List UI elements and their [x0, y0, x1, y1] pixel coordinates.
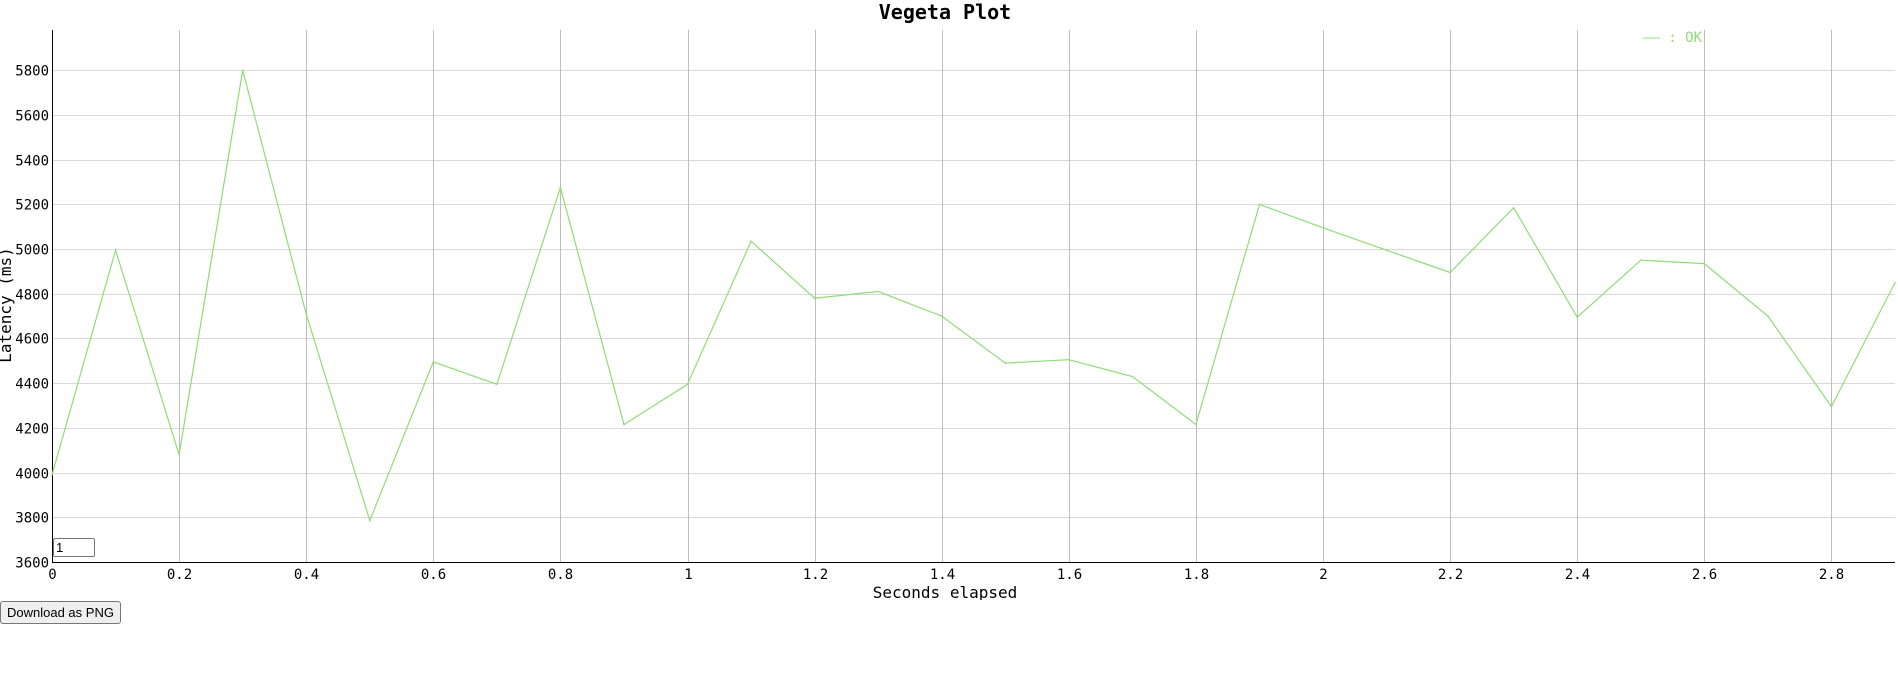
- x-tick-label: 1.6: [1057, 567, 1082, 583]
- data-point: [813, 297, 816, 300]
- download-png-button[interactable]: Download as PNG: [0, 601, 121, 624]
- x-tick-label: 1.2: [803, 567, 828, 583]
- data-point: [51, 474, 53, 476]
- y-axis-label: Latency (ms): [0, 247, 15, 363]
- data-point: [1894, 281, 1896, 284]
- data-point: [623, 423, 625, 426]
- x-tick-label: 0: [48, 567, 56, 583]
- data-point: [114, 249, 117, 251]
- y-tick-label: 5600: [15, 109, 49, 125]
- y-tick-label: 4800: [15, 288, 49, 304]
- data-point: [1640, 259, 1642, 262]
- data-point: [178, 453, 180, 456]
- x-tick-label: 1.8: [1184, 567, 1209, 583]
- data-point: [496, 383, 498, 386]
- data-point: [1703, 262, 1706, 265]
- y-tick-labels: 3600 3800 4000 4200 4400 4600 4800 5000 5200 5400…: [15, 64, 49, 572]
- y-tick-label: 3600: [15, 556, 49, 572]
- y-tick-label: 4000: [15, 467, 49, 483]
- data-point: [241, 69, 244, 71]
- chart-title: Vegeta Plot: [879, 0, 1011, 24]
- x-tick-label: 1: [684, 567, 692, 583]
- data-points: [51, 69, 1896, 522]
- data-point: [1512, 206, 1515, 209]
- data-point: [1385, 249, 1388, 251]
- x-tick-label: 1.4: [930, 567, 955, 583]
- data-point: [1322, 227, 1324, 229]
- data-point: [1195, 423, 1197, 426]
- rolling-window-input[interactable]: [53, 538, 95, 557]
- x-axis-label: Seconds elapsed: [873, 583, 1018, 600]
- x-tick-label: 2.4: [1565, 567, 1590, 583]
- data-point: [559, 186, 562, 189]
- y-tick-label: 5800: [15, 64, 49, 80]
- data-point: [1449, 271, 1451, 274]
- x-tick-label: 0.8: [548, 567, 573, 583]
- x-tick-label: 2.6: [1692, 567, 1717, 583]
- data-point: [1767, 315, 1769, 317]
- y-tick-label: 5000: [15, 243, 49, 259]
- x-tick-label: 0.2: [167, 567, 192, 583]
- data-point: [877, 290, 879, 293]
- data-point: [1004, 362, 1007, 364]
- data-point: [1258, 203, 1261, 206]
- data-point: [1131, 375, 1134, 378]
- data-point: [305, 313, 308, 315]
- data-point: [432, 361, 435, 363]
- data-point: [750, 240, 752, 242]
- x-tick-label: 2.2: [1438, 567, 1463, 583]
- x-tick-label: 0.4: [294, 567, 319, 583]
- y-tick-label: 5400: [15, 154, 49, 170]
- data-point: [369, 519, 371, 522]
- series-line-ok: [51, 70, 1896, 523]
- y-tick-label: 4400: [15, 377, 49, 393]
- vertical-gridlines: [179, 30, 1832, 562]
- data-point: [1576, 316, 1578, 319]
- data-point: [1068, 358, 1070, 361]
- y-tick-label: 4200: [15, 422, 49, 438]
- latency-chart: Vegeta Plot 3600 3800 4000 4200 4400 4600 4800…: [0, 0, 1896, 600]
- x-tick-label: 0.6: [421, 567, 446, 583]
- horizontal-gridlines: [52, 70, 1895, 518]
- y-tick-label: 4600: [15, 332, 49, 348]
- x-tick-label: 2: [1319, 567, 1327, 583]
- data-point: [1830, 405, 1833, 408]
- data-point: [686, 383, 689, 386]
- data-point: [940, 315, 943, 317]
- legend-entry-ok: —— : OK: [1643, 30, 1703, 46]
- x-tick-label: 2.8: [1819, 567, 1844, 583]
- x-tick-labels: 0 0.2 0.4 0.6 0.8 1 1.2 1.4 1.6 1.8 2 2.2 2.4 2.6 2.8: [48, 567, 1844, 583]
- y-tick-label: 5200: [15, 198, 49, 214]
- y-tick-label: 3800: [15, 511, 49, 527]
